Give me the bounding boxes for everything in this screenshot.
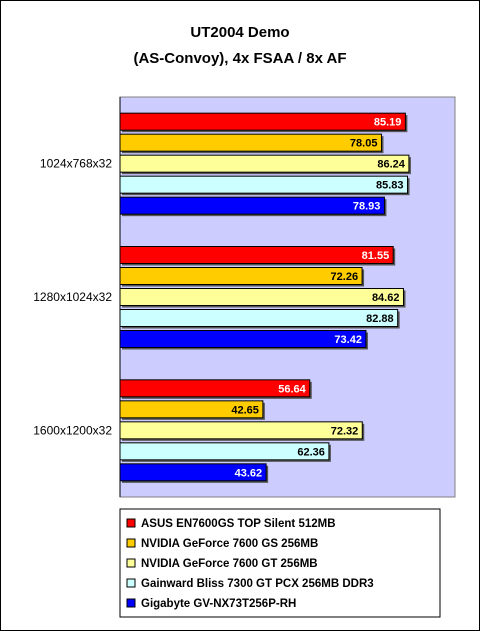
bar [119, 309, 399, 327]
legend-label: NVIDIA GeForce 7600 GS 256MB [141, 538, 318, 550]
bar [119, 288, 404, 306]
data-label: 72.26 [331, 271, 359, 283]
data-label: 62.36 [297, 446, 325, 458]
data-label: 43.62 [235, 467, 263, 479]
bar [119, 196, 385, 215]
data-label: 72.32 [331, 425, 359, 437]
legend-swatch [126, 518, 136, 528]
bar [119, 133, 382, 152]
data-label: 78.93 [353, 201, 381, 213]
legend-swatch [126, 538, 136, 548]
data-label: 85.83 [376, 180, 404, 192]
legend-label: Gigabyte GV-NX73T256P-RH [141, 598, 296, 610]
data-label: 42.65 [231, 404, 259, 416]
data-label: 86.24 [377, 159, 405, 171]
legend [119, 508, 441, 618]
data-label: 82.88 [366, 313, 394, 325]
legend-swatch [126, 578, 136, 588]
bar [119, 330, 367, 348]
legend-label: NVIDIA GeForce 7600 GT 256MB [141, 558, 318, 570]
bar [119, 112, 406, 131]
data-label: 85.19 [374, 117, 402, 129]
bar [119, 421, 363, 440]
chart-title-line-1: UT2004 Demo [190, 24, 289, 41]
bar [119, 246, 394, 264]
data-label: 56.64 [278, 383, 306, 395]
legend-label: Gainward Bliss 7300 GT PCX 256MB DDR3 [141, 578, 374, 590]
data-label: 84.62 [372, 292, 400, 304]
category-label: 1600x1200x32 [33, 423, 112, 437]
legend-swatch [126, 598, 136, 608]
chart-title-line-2: (AS-Convoy), 4x FSAA / 8x AF [133, 50, 346, 67]
category-label: 1280x1024x32 [33, 290, 112, 304]
category-label: 1024x768x32 [40, 157, 112, 171]
legend-label: ASUS EN7600GS TOP Silent 512MB [141, 518, 336, 530]
data-label: 81.55 [362, 250, 390, 262]
legend-swatch [126, 558, 136, 568]
bar [119, 175, 409, 194]
data-label: 73.42 [334, 334, 362, 346]
legend-entries: ASUS EN7600GS TOP Silent 512MB NVIDIA GeF… [126, 518, 374, 610]
bar [119, 267, 363, 285]
category-labels: 1024x768x32 1280x1024x32 1600x1200x32 [33, 157, 112, 438]
bar [119, 154, 410, 173]
data-label: 78.05 [350, 138, 378, 150]
